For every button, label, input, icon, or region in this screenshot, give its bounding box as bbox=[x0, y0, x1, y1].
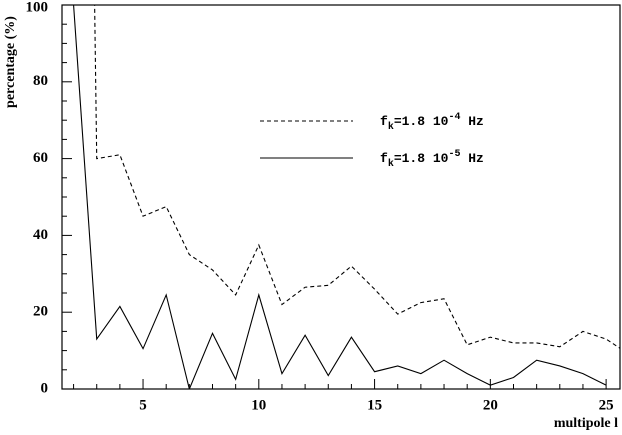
legend-label: fk=1.8 10-4 Hz bbox=[380, 112, 484, 133]
y-axis-label: percentage (%) bbox=[3, 16, 18, 108]
data-line bbox=[73, 5, 607, 389]
y-tick-label: 0 bbox=[41, 380, 49, 396]
data-line bbox=[94, 5, 620, 349]
y-tick-label: 80 bbox=[33, 73, 48, 89]
plot-lines bbox=[73, 5, 620, 389]
legend-label-part: Hz bbox=[460, 151, 483, 166]
x-tick-label: 20 bbox=[483, 397, 498, 413]
legend-label-part: Hz bbox=[460, 114, 483, 129]
legend-label-part: =1.8 10 bbox=[394, 114, 449, 129]
plot-frame bbox=[61, 4, 621, 390]
x-tick-label: 5 bbox=[139, 397, 147, 413]
legend-label-part: =1.8 10 bbox=[394, 151, 449, 166]
x-tick-label: 15 bbox=[367, 397, 382, 413]
y-tick-label: 40 bbox=[33, 227, 48, 243]
x-tick-label: 10 bbox=[251, 397, 266, 413]
legend-label-part: f bbox=[380, 151, 388, 166]
y-tick-label: 20 bbox=[33, 304, 48, 320]
y-tick-label: 100 bbox=[26, 0, 49, 15]
legend-label-part: -4 bbox=[448, 112, 460, 123]
x-axis-label: multipole l bbox=[554, 416, 618, 431]
legend-label-part: k bbox=[388, 158, 394, 170]
legend-label-part: f bbox=[380, 114, 388, 129]
legend-label-part: -5 bbox=[448, 149, 460, 160]
legend-label-part: k bbox=[388, 121, 394, 133]
x-tick-label: 25 bbox=[599, 397, 614, 413]
y-tick-label: 60 bbox=[33, 150, 48, 166]
legend-label: fk=1.8 10-5 Hz bbox=[380, 149, 484, 170]
